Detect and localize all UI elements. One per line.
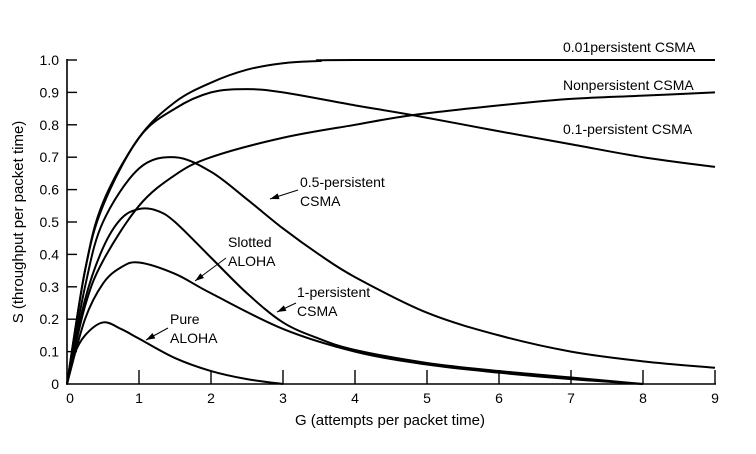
series-label: CSMA xyxy=(300,193,341,209)
y-tick-label: 0.9 xyxy=(40,84,60,100)
x-tick-label: 4 xyxy=(351,390,359,406)
curve-nonpersistent-csma xyxy=(66,91,716,385)
x-tick-label: 5 xyxy=(423,390,431,406)
y-tick-label: 1.0 xyxy=(40,52,60,68)
x-tick-label: 8 xyxy=(639,390,647,406)
series-label: 0.1-persistent CSMA xyxy=(563,121,693,137)
y-tick-label: 0.8 xyxy=(40,117,60,133)
series-label: CSMA xyxy=(297,303,338,319)
arrowhead-icon xyxy=(277,305,287,312)
series-label: ALOHA xyxy=(228,253,276,269)
arrowhead-icon xyxy=(146,333,156,340)
x-tick-label: 0 xyxy=(66,390,74,406)
x-tick-label: 2 xyxy=(207,390,215,406)
axes xyxy=(66,59,716,385)
curve-slotted-aloha xyxy=(66,261,644,385)
y-tick-label: 0.5 xyxy=(40,214,60,230)
y-tick-label: 0.4 xyxy=(40,246,60,262)
series-label: 0.5-persistent xyxy=(300,174,385,190)
y-tick-label: 0.6 xyxy=(40,182,60,198)
x-tick-label: 3 xyxy=(279,390,287,406)
series-label: Pure xyxy=(170,311,200,327)
x-tick-label: 7 xyxy=(567,390,575,406)
y-tick-label: 0.1 xyxy=(40,344,60,360)
series-label: Nonpersistent CSMA xyxy=(563,77,694,93)
series-label: ALOHA xyxy=(170,330,218,346)
arrowhead-icon xyxy=(195,273,205,281)
x-tick-label: 9 xyxy=(711,390,719,406)
series-label: 1-persistent xyxy=(297,284,370,300)
y-tick-label: 0.7 xyxy=(40,149,60,165)
y-tick-label: 0.3 xyxy=(40,279,60,295)
series-label: Slotted xyxy=(228,234,272,250)
curve-0-01persistent-csma xyxy=(66,58,716,385)
series-label: 0.01persistent CSMA xyxy=(563,39,696,55)
x-tick-label: 1 xyxy=(135,390,143,406)
curve-1-persistent-csma xyxy=(66,207,644,385)
curve-0-5-persistent-csma xyxy=(66,156,716,385)
curve-0-1-persistent-csma xyxy=(66,88,716,385)
arrowhead-icon xyxy=(270,193,280,200)
x-axis-label: G (attempts per packet time) xyxy=(295,412,485,429)
y-axis-label: S (throughput per packet time) xyxy=(10,121,27,324)
x-tick-label: 6 xyxy=(495,390,503,406)
curve-pure-aloha xyxy=(66,321,284,385)
y-tick-label: 0 xyxy=(51,376,59,392)
y-tick-label: 0.2 xyxy=(40,311,60,327)
